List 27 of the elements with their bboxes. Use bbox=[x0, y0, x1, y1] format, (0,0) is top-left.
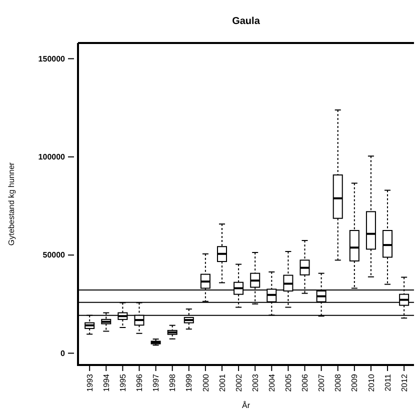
x-tick-label: 2003 bbox=[250, 373, 260, 392]
x-tick-label: 2012 bbox=[400, 373, 409, 392]
x-tick-label: 2007 bbox=[317, 373, 326, 392]
y-axis-title: Gytebestand kg hunner bbox=[7, 162, 16, 246]
x-tick-label: 1993 bbox=[85, 373, 94, 392]
x-tick-label: 1994 bbox=[102, 373, 111, 392]
x-tick-label: 2009 bbox=[350, 373, 360, 392]
y-tick-label: 100000 bbox=[38, 152, 66, 162]
x-tick-label: 2008 bbox=[334, 373, 343, 392]
x-tick-label: 1997 bbox=[152, 373, 161, 392]
x-tick-label: 2010 bbox=[366, 373, 376, 392]
x-tick-label: 2000 bbox=[201, 373, 210, 392]
x-tick-label: 2001 bbox=[218, 373, 227, 392]
x-tick-label: 2006 bbox=[300, 373, 310, 392]
x-tick-label: 1999 bbox=[184, 373, 194, 392]
x-tick-label: 1995 bbox=[118, 373, 128, 392]
x-tick-label: 1998 bbox=[168, 373, 178, 392]
y-tick-label: 150000 bbox=[38, 54, 66, 64]
x-tick-label: 2004 bbox=[267, 373, 276, 392]
x-tick-label: 2005 bbox=[284, 373, 294, 392]
x-tick-label: 2011 bbox=[383, 373, 392, 392]
y-tick-label: 50000 bbox=[42, 250, 66, 260]
x-tick-label: 2002 bbox=[234, 373, 244, 392]
x-tick-label: 1996 bbox=[135, 373, 144, 392]
x-axis-title: År bbox=[242, 401, 250, 410]
chart-title: Gaula bbox=[232, 16, 260, 27]
y-tick-label: 0 bbox=[60, 348, 66, 358]
